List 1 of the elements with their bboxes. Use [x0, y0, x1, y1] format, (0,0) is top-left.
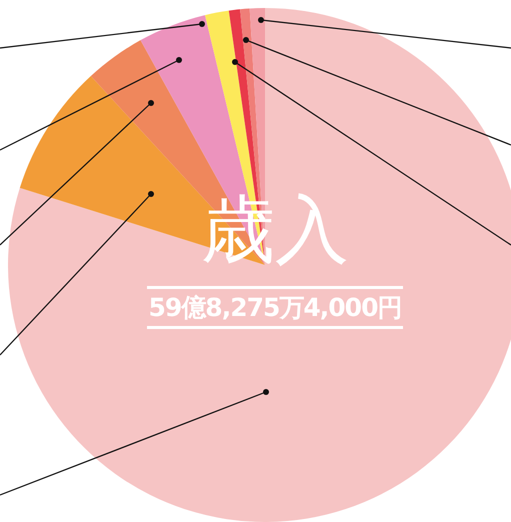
- text: 59億8,275万4,000円: [146, 286, 404, 329]
